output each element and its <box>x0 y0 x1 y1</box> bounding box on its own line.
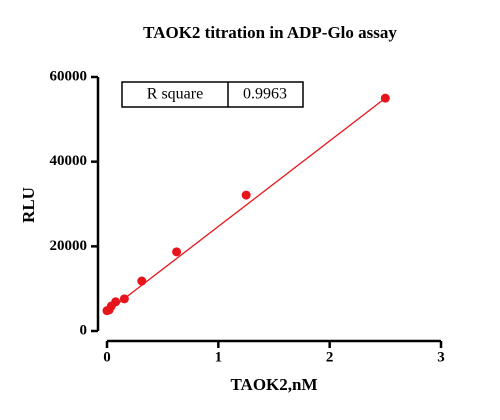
x-tick-label: 0 <box>103 349 111 365</box>
y-tick-label: 0 <box>80 322 88 338</box>
x-tick-label: 1 <box>215 349 223 365</box>
annotation-box <box>121 81 304 108</box>
data-point <box>119 294 129 304</box>
y-tick-label: 20000 <box>50 238 88 254</box>
x-tick-label: 2 <box>326 349 334 365</box>
fit-line <box>106 97 386 313</box>
data-point <box>111 297 121 307</box>
data-point <box>172 247 182 257</box>
annotation-value: 0.9963 <box>243 86 287 103</box>
x-tick-label: 3 <box>437 349 445 365</box>
data-point <box>137 276 147 286</box>
data-point <box>241 190 251 200</box>
x-axis-label: TAOK2,nM <box>230 375 317 394</box>
data-point <box>380 93 390 103</box>
annotation-label: R square <box>147 86 203 103</box>
y-axis-label: RLU <box>19 187 38 223</box>
y-tick-label: 40000 <box>50 153 88 169</box>
y-tick-label: 60000 <box>50 68 88 84</box>
chart-title: TAOK2 titration in ADP-Glo assay <box>143 23 397 42</box>
